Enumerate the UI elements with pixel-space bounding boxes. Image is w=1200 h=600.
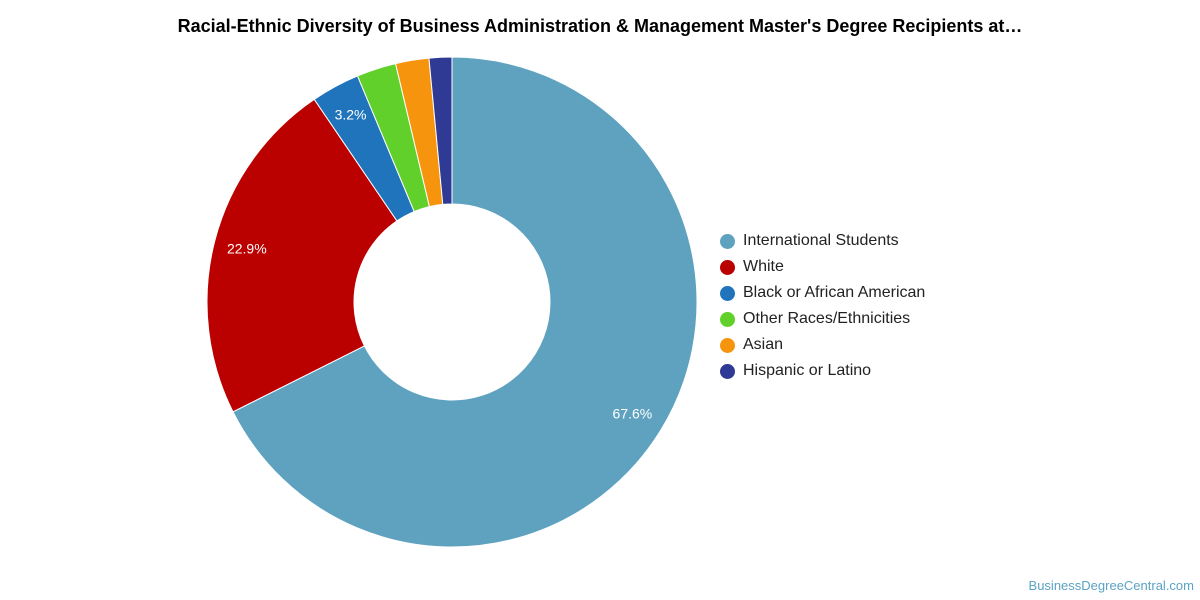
legend-item-hispanic-or-latino[interactable]: Hispanic or Latino [720,358,925,384]
legend-label: White [743,258,784,275]
chart-legend: International Students White Black or Af… [720,228,925,384]
legend-swatch-asian [720,337,735,353]
legend-item-white[interactable]: White [720,254,925,280]
legend-swatch-white [720,259,735,275]
slice-international-students[interactable] [232,56,698,548]
legend-label: International Students [743,232,899,249]
legend-swatch-black-or-african-american [720,285,735,301]
legend-item-other-races-ethnicities[interactable]: Other Races/Ethnicities [720,306,925,332]
slice-white[interactable] [206,98,398,413]
slice-data-label-international-students: 67.6% [613,405,653,421]
legend-label: Hispanic or Latino [743,362,872,379]
legend-swatch-other-races-ethnicities [720,311,735,327]
slice-hispanic-or-latino[interactable] [428,56,453,205]
legend-item-international-students[interactable]: International Students [720,228,925,254]
legend-swatch-international-students [720,233,735,249]
slice-data-label-white: 22.9% [227,241,267,257]
chart-title: Racial-Ethnic Diversity of Business Admi… [177,16,1023,36]
legend-label: Black or African American [743,284,926,301]
legend-label: Other Races/Ethnicities [743,310,911,327]
legend-label: Asian [743,336,784,353]
credits-link[interactable]: BusinessDegreeCentral.com [1028,578,1194,593]
legend-item-asian[interactable]: Asian [720,332,925,358]
legend-swatch-hispanic-or-latino [720,363,735,379]
legend-item-black-or-african-american[interactable]: Black or African American [720,280,925,306]
slice-data-label-black-or-african-american: 3.2% [335,107,367,123]
